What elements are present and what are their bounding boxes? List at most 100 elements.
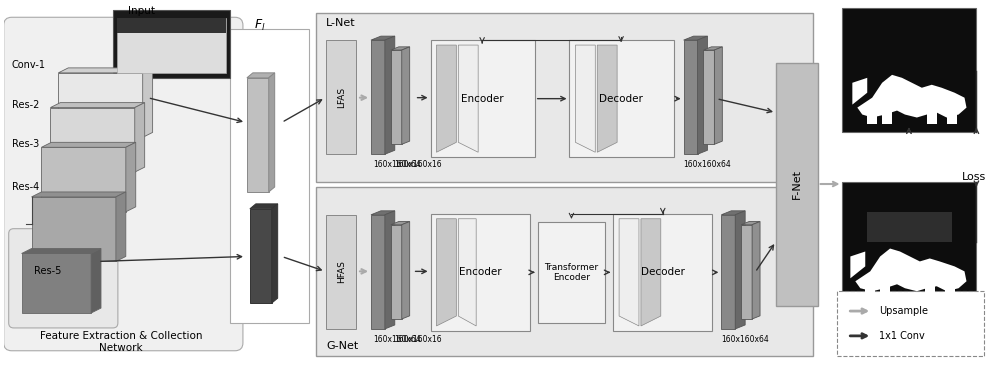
Text: 1x1 Conv: 1x1 Conv: [879, 331, 925, 341]
Polygon shape: [436, 219, 456, 326]
Text: Res-3: Res-3: [12, 139, 39, 149]
Polygon shape: [58, 68, 153, 73]
Polygon shape: [135, 103, 145, 172]
Text: Encoder: Encoder: [459, 267, 501, 278]
Polygon shape: [391, 50, 402, 144]
Bar: [538, 222, 605, 323]
Text: 160x160x64: 160x160x64: [373, 160, 421, 169]
Polygon shape: [250, 204, 278, 209]
Text: Loss: Loss: [962, 172, 986, 182]
Polygon shape: [91, 248, 101, 313]
Polygon shape: [269, 73, 275, 192]
Bar: [117, 18, 226, 73]
Polygon shape: [714, 47, 722, 144]
Bar: [316, 187, 813, 356]
Polygon shape: [703, 50, 714, 144]
Bar: [842, 182, 976, 306]
Polygon shape: [50, 108, 135, 172]
Bar: [326, 40, 356, 154]
Polygon shape: [41, 147, 126, 212]
Polygon shape: [247, 73, 275, 78]
Polygon shape: [32, 197, 116, 262]
Bar: [326, 215, 356, 329]
Text: LFAS: LFAS: [337, 87, 346, 108]
Polygon shape: [698, 36, 707, 154]
Bar: [837, 291, 984, 356]
Polygon shape: [947, 108, 957, 125]
Polygon shape: [865, 281, 875, 298]
Bar: [431, 214, 530, 331]
Polygon shape: [58, 73, 143, 137]
Text: $F_h$: $F_h$: [253, 311, 267, 326]
Text: Res-4: Res-4: [12, 182, 39, 192]
Polygon shape: [32, 192, 126, 197]
Polygon shape: [391, 222, 410, 225]
Polygon shape: [641, 219, 661, 326]
Polygon shape: [247, 78, 269, 192]
Polygon shape: [880, 281, 890, 298]
Text: HFAS: HFAS: [337, 260, 346, 283]
Bar: [117, 18, 226, 33]
Polygon shape: [703, 47, 722, 50]
Polygon shape: [126, 142, 136, 212]
Bar: [113, 10, 230, 78]
Polygon shape: [385, 36, 395, 154]
Text: G-Net: G-Net: [326, 341, 359, 351]
Text: Encoder: Encoder: [461, 94, 503, 104]
Polygon shape: [41, 142, 136, 147]
Text: Input: Input: [128, 6, 155, 16]
Polygon shape: [22, 248, 101, 253]
Text: Transformer
Encoder: Transformer Encoder: [544, 263, 599, 282]
Polygon shape: [402, 222, 410, 319]
Bar: [230, 29, 309, 323]
Polygon shape: [391, 47, 410, 50]
Polygon shape: [143, 68, 153, 137]
Polygon shape: [458, 45, 478, 152]
Bar: [867, 212, 952, 241]
Polygon shape: [402, 47, 410, 144]
Polygon shape: [116, 192, 126, 262]
Text: Feature Extraction & Collection
Network: Feature Extraction & Collection Network: [40, 331, 202, 353]
Text: Res-5: Res-5: [34, 266, 61, 276]
Text: Conv-1: Conv-1: [12, 60, 46, 70]
Text: Decoder: Decoder: [641, 267, 685, 278]
Polygon shape: [684, 40, 698, 154]
Bar: [842, 8, 976, 132]
Text: Res-2: Res-2: [12, 100, 39, 110]
Polygon shape: [250, 209, 272, 303]
Bar: [316, 13, 813, 182]
FancyBboxPatch shape: [9, 229, 118, 328]
Polygon shape: [855, 248, 966, 291]
Polygon shape: [391, 225, 402, 319]
Polygon shape: [385, 211, 395, 329]
FancyBboxPatch shape: [4, 17, 243, 351]
Polygon shape: [925, 281, 935, 298]
Text: 160x160x16: 160x160x16: [394, 335, 441, 344]
Polygon shape: [371, 215, 385, 329]
Polygon shape: [458, 219, 476, 326]
Polygon shape: [436, 45, 456, 152]
Polygon shape: [50, 103, 145, 108]
Polygon shape: [882, 108, 892, 125]
Text: $F_l$: $F_l$: [254, 18, 266, 33]
Polygon shape: [867, 108, 877, 125]
Polygon shape: [272, 204, 278, 303]
Polygon shape: [741, 225, 752, 319]
Polygon shape: [945, 281, 955, 298]
Bar: [569, 40, 674, 157]
Polygon shape: [741, 222, 760, 225]
Text: F-Net: F-Net: [792, 169, 802, 199]
Polygon shape: [857, 75, 966, 118]
Polygon shape: [721, 215, 735, 329]
Polygon shape: [752, 222, 760, 319]
Polygon shape: [597, 45, 617, 152]
Text: 160x160x16: 160x160x16: [394, 160, 441, 169]
Polygon shape: [371, 36, 395, 40]
Polygon shape: [371, 211, 395, 215]
Bar: [776, 63, 818, 306]
Text: 160x160x64: 160x160x64: [684, 160, 731, 169]
Text: Decoder: Decoder: [599, 94, 643, 104]
Polygon shape: [684, 36, 707, 40]
Polygon shape: [927, 108, 937, 125]
Polygon shape: [22, 253, 91, 313]
